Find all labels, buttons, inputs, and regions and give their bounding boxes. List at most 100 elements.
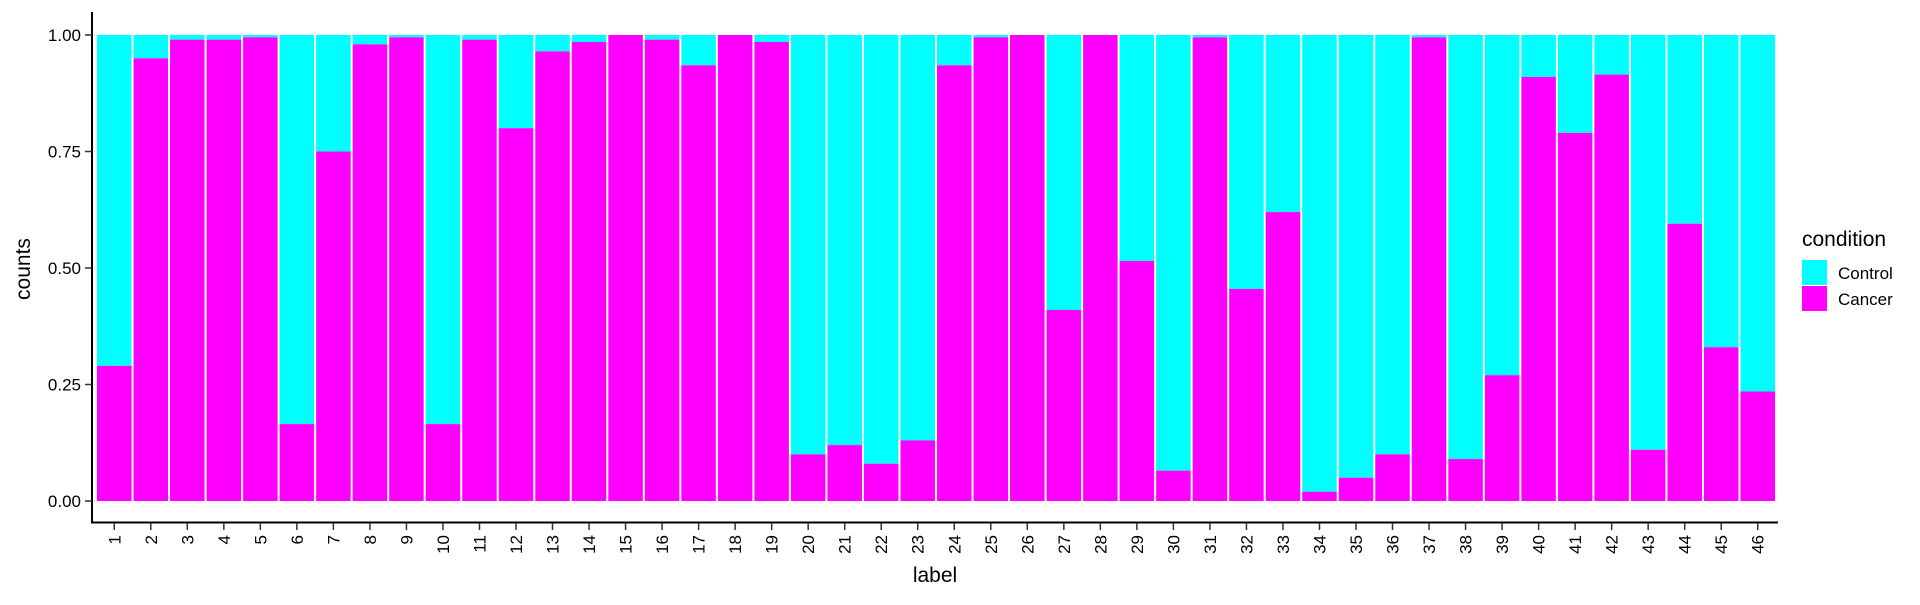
- bar-cancer-28: [1083, 35, 1118, 501]
- x-tick-label: 18: [726, 535, 745, 554]
- legend-label-control: Control: [1838, 264, 1893, 283]
- bar-cancer-16: [644, 39, 680, 501]
- bar-cancer-45: [1703, 347, 1739, 501]
- bar-cancer-13: [535, 51, 570, 502]
- x-tick-label: 17: [690, 535, 709, 554]
- bar-cancer-9: [389, 37, 424, 502]
- bar-cancer-30: [1156, 470, 1191, 501]
- bar-cancer-44: [1667, 223, 1702, 502]
- x-ticks: 1 2 3 4 5 6 7 8 9 10 11 12 13 14 15 16 17 18 19 20 21 22 23 24 2…: [105, 523, 1768, 554]
- bar-cancer-4: [206, 39, 242, 501]
- bar-control-5: [243, 35, 278, 38]
- bar-control-41: [1557, 35, 1593, 133]
- x-tick-label: 7: [324, 535, 343, 544]
- bar-cancer-3: [170, 39, 205, 501]
- bar-cancer-12: [498, 128, 534, 501]
- bar-cancer-15: [608, 35, 643, 501]
- legend-label-cancer: Cancer: [1838, 290, 1893, 309]
- y-tick-label: 0.00: [48, 492, 81, 511]
- legend-swatch-cancer: [1802, 286, 1827, 311]
- bar-control-10: [425, 35, 461, 425]
- bar-cancer-26: [1010, 35, 1045, 501]
- x-tick-label: 19: [763, 535, 782, 554]
- bar-control-20: [790, 35, 826, 455]
- y-tick-label: 0.75: [48, 143, 81, 162]
- x-tick-label: 20: [799, 535, 818, 554]
- bar-cancer-22: [863, 463, 899, 501]
- bar-control-1: [97, 35, 132, 366]
- x-tick-label: 39: [1493, 535, 1512, 554]
- bar-control-32: [1229, 35, 1264, 289]
- x-tick-label: 37: [1420, 535, 1439, 554]
- bar-cancer-35: [1338, 477, 1374, 501]
- bar-cancer-7: [316, 151, 351, 501]
- x-tick-label: 24: [945, 535, 964, 554]
- bar-cancer-14: [571, 41, 607, 502]
- bar-cancer-27: [1046, 309, 1082, 501]
- bar-cancer-43: [1630, 449, 1666, 501]
- bar-control-46: [1740, 35, 1775, 392]
- bar-cancer-38: [1448, 459, 1483, 501]
- bar-cancer-32: [1229, 288, 1264, 501]
- x-tick-label: 21: [836, 535, 855, 554]
- bar-control-27: [1046, 35, 1082, 310]
- bar-cancer-5: [243, 37, 278, 502]
- x-tick-label: 12: [507, 535, 526, 554]
- bar-control-39: [1484, 35, 1520, 376]
- bar-cancer-41: [1557, 132, 1593, 502]
- bar-cancer-20: [790, 454, 826, 501]
- bar-cancer-31: [1192, 37, 1228, 502]
- bar-control-38: [1448, 35, 1483, 460]
- bar-control-44: [1667, 35, 1702, 224]
- x-tick-label: 16: [653, 535, 672, 554]
- x-tick-label: 31: [1201, 535, 1220, 554]
- bars-layer: [97, 35, 1775, 502]
- x-tick-label: 10: [434, 535, 453, 554]
- bar-control-14: [571, 35, 607, 42]
- bar-cancer-46: [1740, 391, 1775, 501]
- bar-control-2: [133, 35, 169, 59]
- bar-control-33: [1265, 35, 1301, 213]
- bar-control-23: [900, 35, 935, 441]
- bar-cancer-11: [462, 39, 497, 501]
- x-tick-label: 45: [1712, 535, 1731, 554]
- x-tick-label: 43: [1639, 535, 1658, 554]
- x-axis-title: label: [913, 564, 957, 587]
- bar-control-17: [681, 35, 716, 66]
- x-tick-label: 35: [1347, 535, 1366, 554]
- bar-control-36: [1375, 35, 1410, 455]
- x-tick-label: 3: [178, 535, 197, 544]
- x-tick-label: 5: [251, 535, 270, 544]
- bar-control-7: [316, 35, 351, 152]
- bar-control-45: [1703, 35, 1739, 348]
- x-tick-label: 25: [982, 535, 1001, 554]
- bar-cancer-10: [425, 424, 461, 501]
- bar-control-30: [1156, 35, 1191, 471]
- bar-cancer-8: [352, 44, 388, 501]
- x-tick-label: 13: [544, 535, 563, 554]
- bar-control-12: [498, 35, 534, 129]
- x-tick-label: 1: [105, 535, 124, 544]
- bar-control-3: [170, 35, 205, 40]
- legend: condition Control Cancer: [1802, 228, 1893, 311]
- y-tick-label: 0.25: [48, 376, 81, 395]
- x-tick-label: 34: [1310, 535, 1329, 554]
- x-tick-label: 14: [580, 535, 599, 554]
- x-tick-label: 46: [1749, 535, 1768, 554]
- bar-control-34: [1302, 35, 1337, 492]
- legend-title: condition: [1802, 228, 1886, 251]
- y-ticks: 0.00 0.25 0.50 0.75 1.00: [48, 26, 92, 511]
- bar-cancer-42: [1594, 74, 1629, 502]
- bar-control-21: [827, 35, 862, 446]
- bar-cancer-34: [1302, 491, 1337, 501]
- y-tick-label: 1.00: [48, 26, 81, 45]
- x-tick-label: 40: [1530, 535, 1549, 554]
- bar-control-11: [462, 35, 497, 40]
- bar-control-6: [279, 35, 315, 425]
- bar-control-24: [937, 35, 972, 66]
- x-tick-label: 15: [617, 535, 636, 554]
- x-tick-label: 22: [872, 535, 891, 554]
- bar-cancer-23: [900, 440, 935, 501]
